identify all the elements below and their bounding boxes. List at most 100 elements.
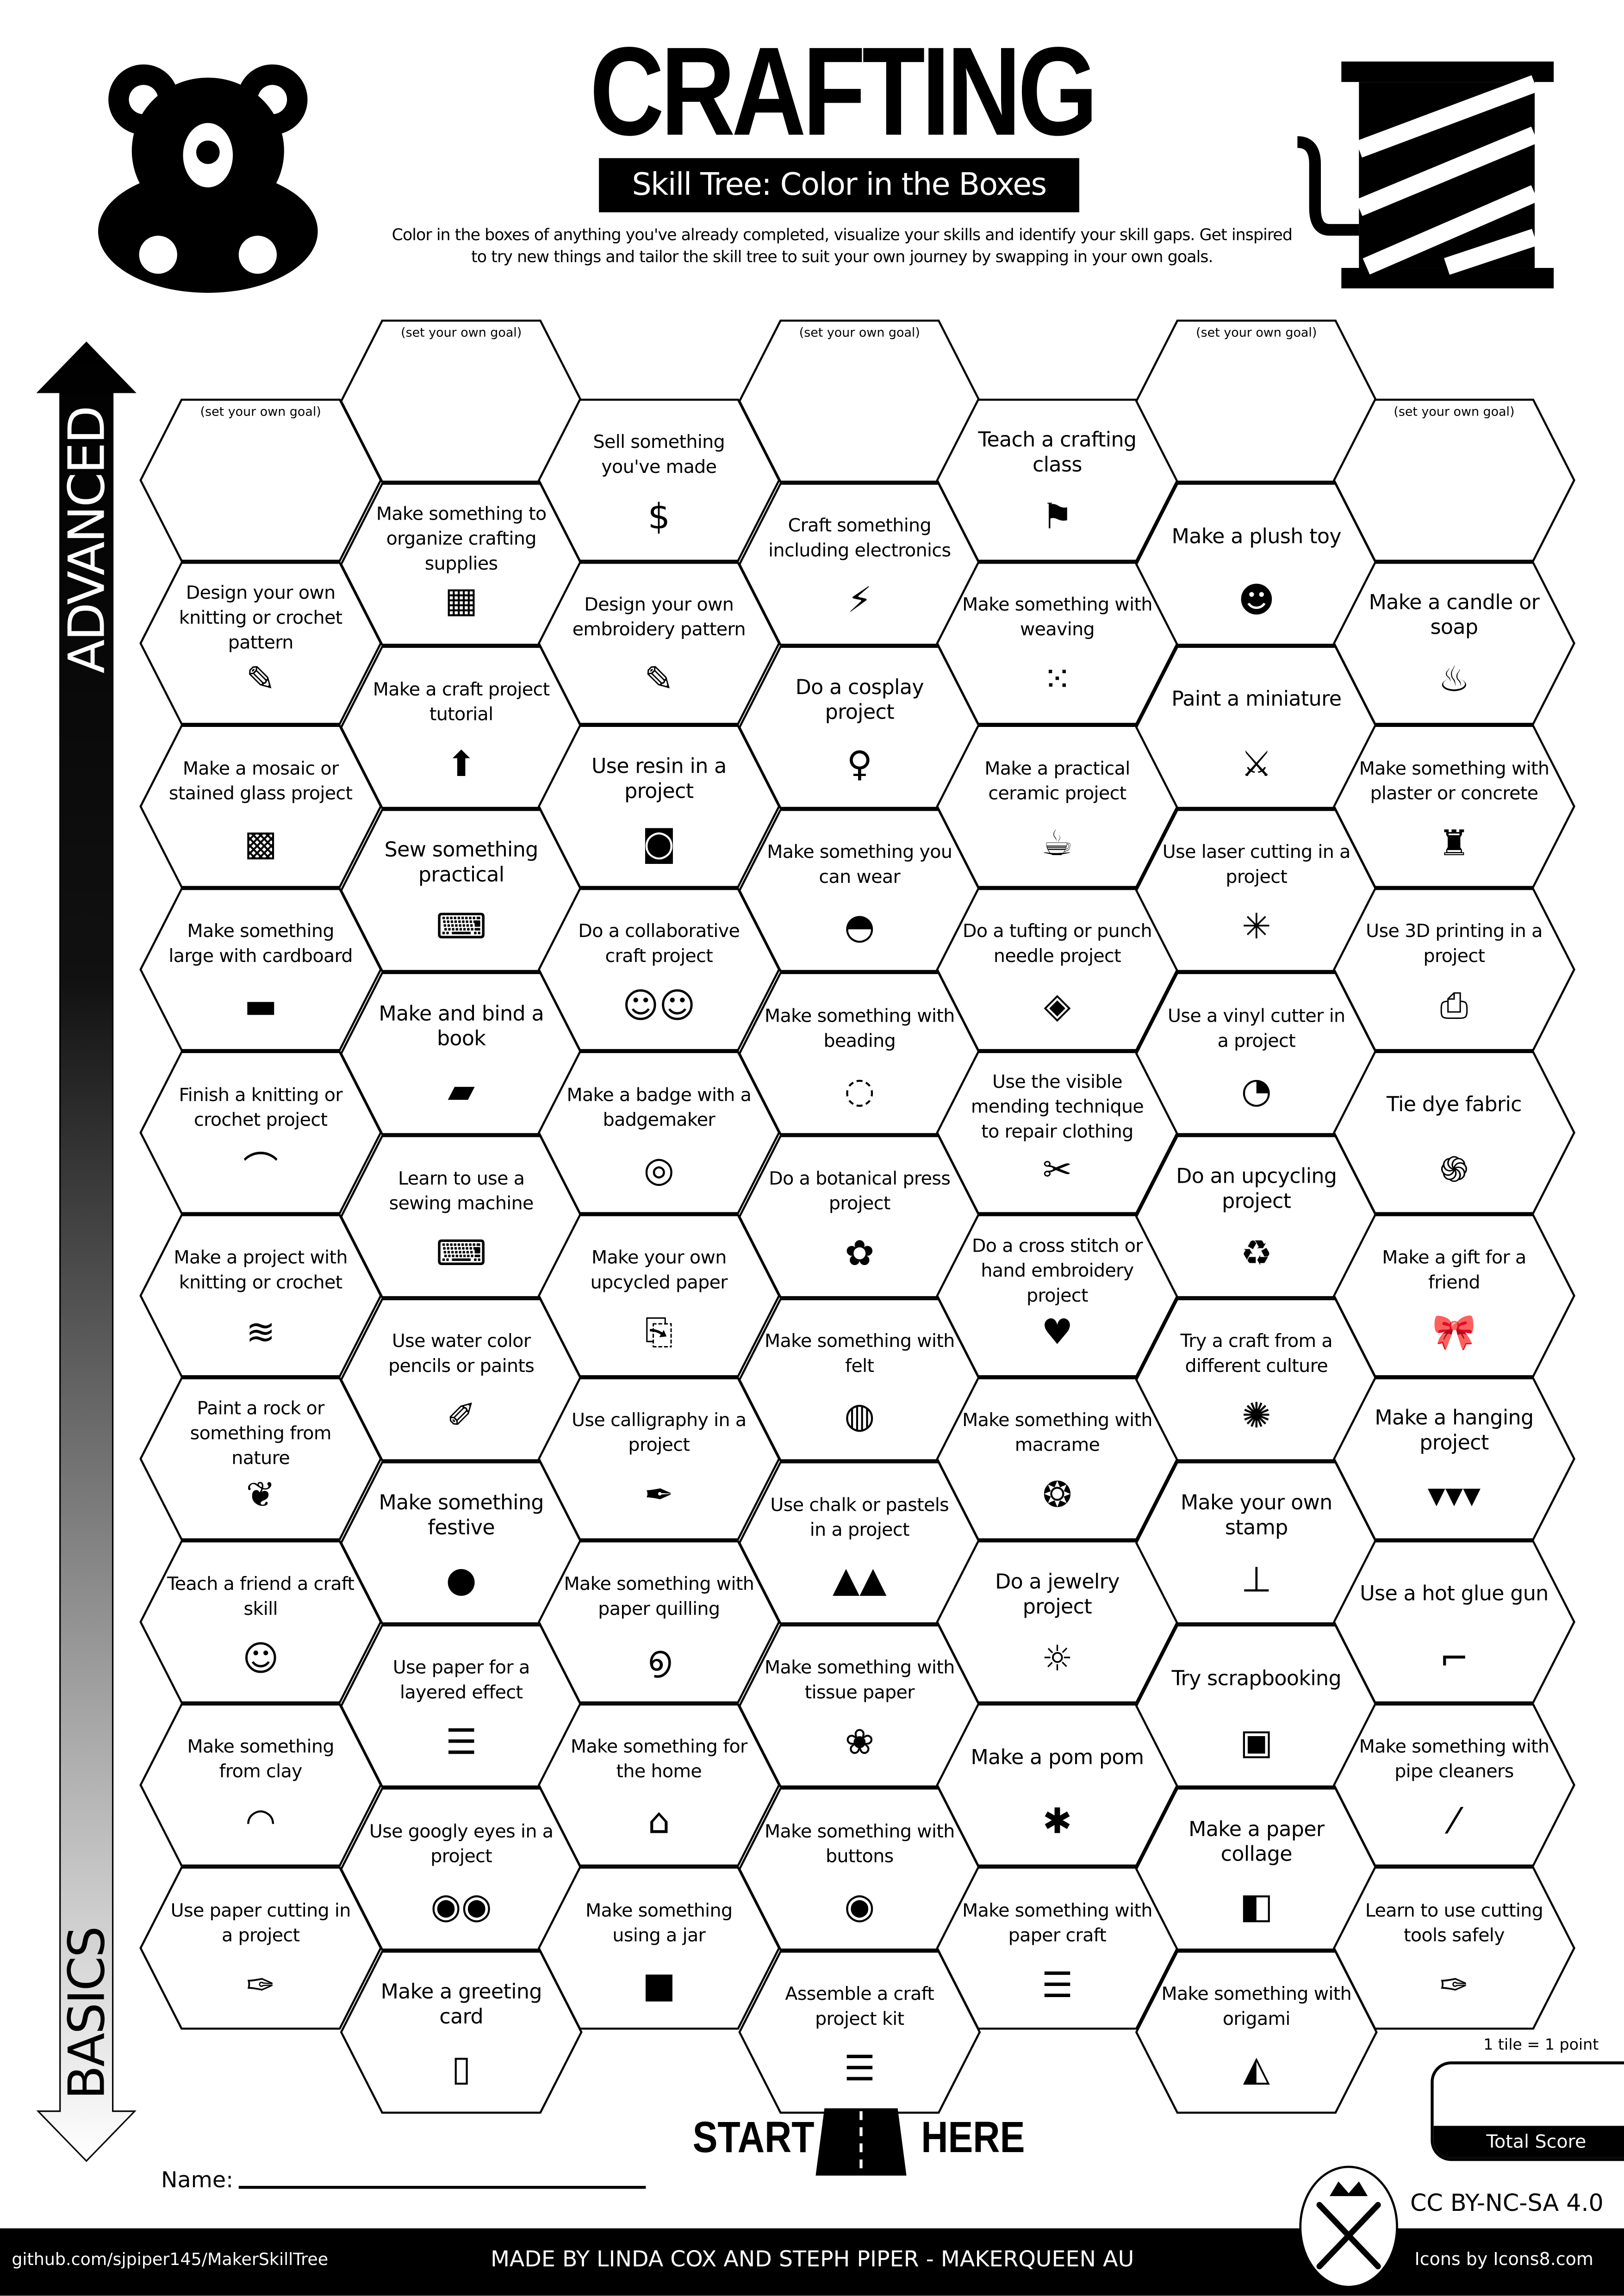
craft-knife-icon: ✑: [246, 1964, 275, 2005]
skill-tile[interactable]: [1333, 1051, 1575, 1214]
hat-icon: ◓: [844, 906, 875, 948]
skill-tile[interactable]: [139, 888, 382, 1051]
skill-tile[interactable]: [139, 1051, 382, 1214]
skill-tile[interactable]: [537, 1703, 780, 1867]
skill-label: Make something with pipe cleaners: [1359, 1735, 1549, 1782]
skill-label: Make something using a jar: [585, 1898, 733, 1945]
skill-label: Use 3D printing in a project: [1366, 919, 1543, 967]
set-own-goal-label: (set your own goal): [200, 405, 321, 421]
skill-tile[interactable]: [537, 1866, 780, 2030]
pattern-icon: ✎: [644, 659, 674, 701]
cardboard-icon: ▬: [244, 986, 278, 1027]
googly-eyes-icon: ◉◉: [430, 1885, 492, 1926]
dreamcatcher-icon: ❂: [1042, 1475, 1072, 1516]
skill-tile[interactable]: [1333, 725, 1575, 888]
button-icon: ◉: [844, 1885, 875, 1926]
skill-tile[interactable]: [139, 1214, 382, 1378]
skill-label: Do a cosplay project: [795, 676, 924, 725]
skill-label: Use a vinyl cutter in a project: [1168, 1004, 1345, 1051]
skill-label: Try a craft from a different culture: [1180, 1330, 1333, 1377]
skill-label: Use water color pencils or paints: [388, 1330, 535, 1377]
skill-label: Use resin in a project: [591, 755, 727, 804]
skill-tile[interactable]: [537, 1377, 780, 1540]
skill-label: Make a gift for a friend: [1382, 1246, 1526, 1293]
stamp-icon: ⊥: [1241, 1559, 1272, 1600]
skill-label: Make a paper collage: [1188, 1818, 1325, 1866]
here-label: HERE: [921, 2114, 1025, 2163]
skill-label: Paint a rock or something from nature: [190, 1396, 332, 1469]
skill-label: Make and bind a book: [379, 1002, 544, 1051]
flower-icon: ✿: [845, 1233, 875, 1274]
skill-tile[interactable]: [1333, 1866, 1575, 2030]
skill-label: Make something with origami: [1161, 1982, 1352, 2029]
origami-crane-icon: ◭: [1243, 2048, 1270, 2090]
resin-bucket-icon: ◙: [641, 822, 676, 864]
skill-tile[interactable]: [537, 725, 780, 888]
name-field[interactable]: [238, 2186, 646, 2189]
sticker-icon: ◔: [1241, 1069, 1272, 1111]
skill-tile[interactable]: [1333, 562, 1575, 725]
led-electronics-icon: ⚡: [847, 580, 872, 621]
pastels-icon: ▲▲: [832, 1559, 887, 1600]
skill-tile[interactable]: [139, 1377, 382, 1540]
skill-tile[interactable]: [1333, 888, 1575, 1051]
skill-label: Make a craft project tutorial: [373, 677, 550, 725]
skill-label: Make a hanging project: [1375, 1407, 1534, 1456]
skill-label: Make something festive: [379, 1491, 544, 1540]
skill-label: Try scrapbooking: [1171, 1667, 1342, 1691]
skill-tile[interactable]: [537, 1540, 780, 1704]
skill-tile[interactable]: [139, 725, 382, 888]
skill-label: Make a practical ceramic project: [984, 757, 1130, 804]
skill-tile[interactable]: [139, 398, 382, 562]
skill-label: Use googly eyes in a project: [369, 1819, 554, 1866]
skill-label: Make something with macrame: [962, 1409, 1152, 1456]
github-link[interactable]: github.com/sjpiper145/MakerSkillTree: [12, 2249, 329, 2270]
instructions-line-2: to try new things and tailor the skill t…: [471, 247, 1213, 267]
skill-tile[interactable]: [139, 1703, 382, 1867]
skill-tile[interactable]: [1333, 1540, 1575, 1704]
skill-tile[interactable]: [1333, 398, 1575, 562]
skill-label: Assemble a craft project kit: [785, 1982, 934, 2029]
skill-label: Make a badge with a badgemaker: [566, 1083, 752, 1130]
pattern-icon: ✎: [246, 659, 275, 701]
rug-icon: ◈: [1044, 986, 1071, 1027]
skill-label: Paint a miniature: [1171, 689, 1342, 712]
ornament-icon: ●: [446, 1559, 477, 1600]
skill-label: Make something with weaving: [962, 593, 1152, 640]
statue-icon: ♜: [1438, 822, 1470, 864]
money-bag-icon: $: [647, 496, 671, 538]
set-own-goal-label: (set your own goal): [799, 326, 920, 341]
skill-label: Do a cross stitch or hand embroidery pro…: [971, 1233, 1143, 1305]
paper-stack-icon: ☰: [1041, 1964, 1073, 2005]
skill-label: Make something with buttons: [765, 1819, 955, 1866]
set-own-goal-label: (set your own goal): [1394, 405, 1515, 421]
skill-tile[interactable]: [1333, 1214, 1575, 1378]
collaboration-icon: ☺☺: [622, 986, 696, 1027]
skill-tile[interactable]: [1333, 1377, 1575, 1540]
skill-tile[interactable]: [139, 562, 382, 725]
set-own-goal-label: (set your own goal): [401, 326, 522, 341]
skill-tile[interactable]: [139, 1540, 382, 1704]
skill-tile[interactable]: [537, 888, 780, 1051]
skill-tile[interactable]: [537, 1051, 780, 1214]
skill-tile[interactable]: [537, 562, 780, 725]
skill-label: Learn to use cutting tools safely: [1365, 1898, 1543, 1945]
badge-icon: ◎: [643, 1148, 674, 1190]
skill-label: Make a greeting card: [380, 1981, 542, 2029]
license: CC BY-NC-SA 4.0: [1410, 2189, 1604, 2217]
skill-tile[interactable]: [537, 398, 780, 562]
gift-bow-icon: 🎀: [1432, 1312, 1476, 1353]
total-score-box[interactable]: Total Score: [1431, 2061, 1624, 2161]
skill-label: Make a project with knitting or crochet: [174, 1246, 348, 1293]
skill-tile[interactable]: [1333, 1703, 1575, 1867]
mandala-icon: ✺: [1241, 1396, 1271, 1437]
skill-tile[interactable]: [139, 1866, 382, 2030]
skill-tile[interactable]: [537, 1214, 780, 1378]
page-title: CRAFTING: [590, 22, 1098, 163]
skill-label: Use a hot glue gun: [1360, 1583, 1549, 1607]
skill-label: Use paper for a layered effect: [392, 1656, 530, 1703]
skill-label: Do a botanical press project: [769, 1167, 951, 1214]
skill-label: Do a jewelry project: [995, 1570, 1120, 1619]
